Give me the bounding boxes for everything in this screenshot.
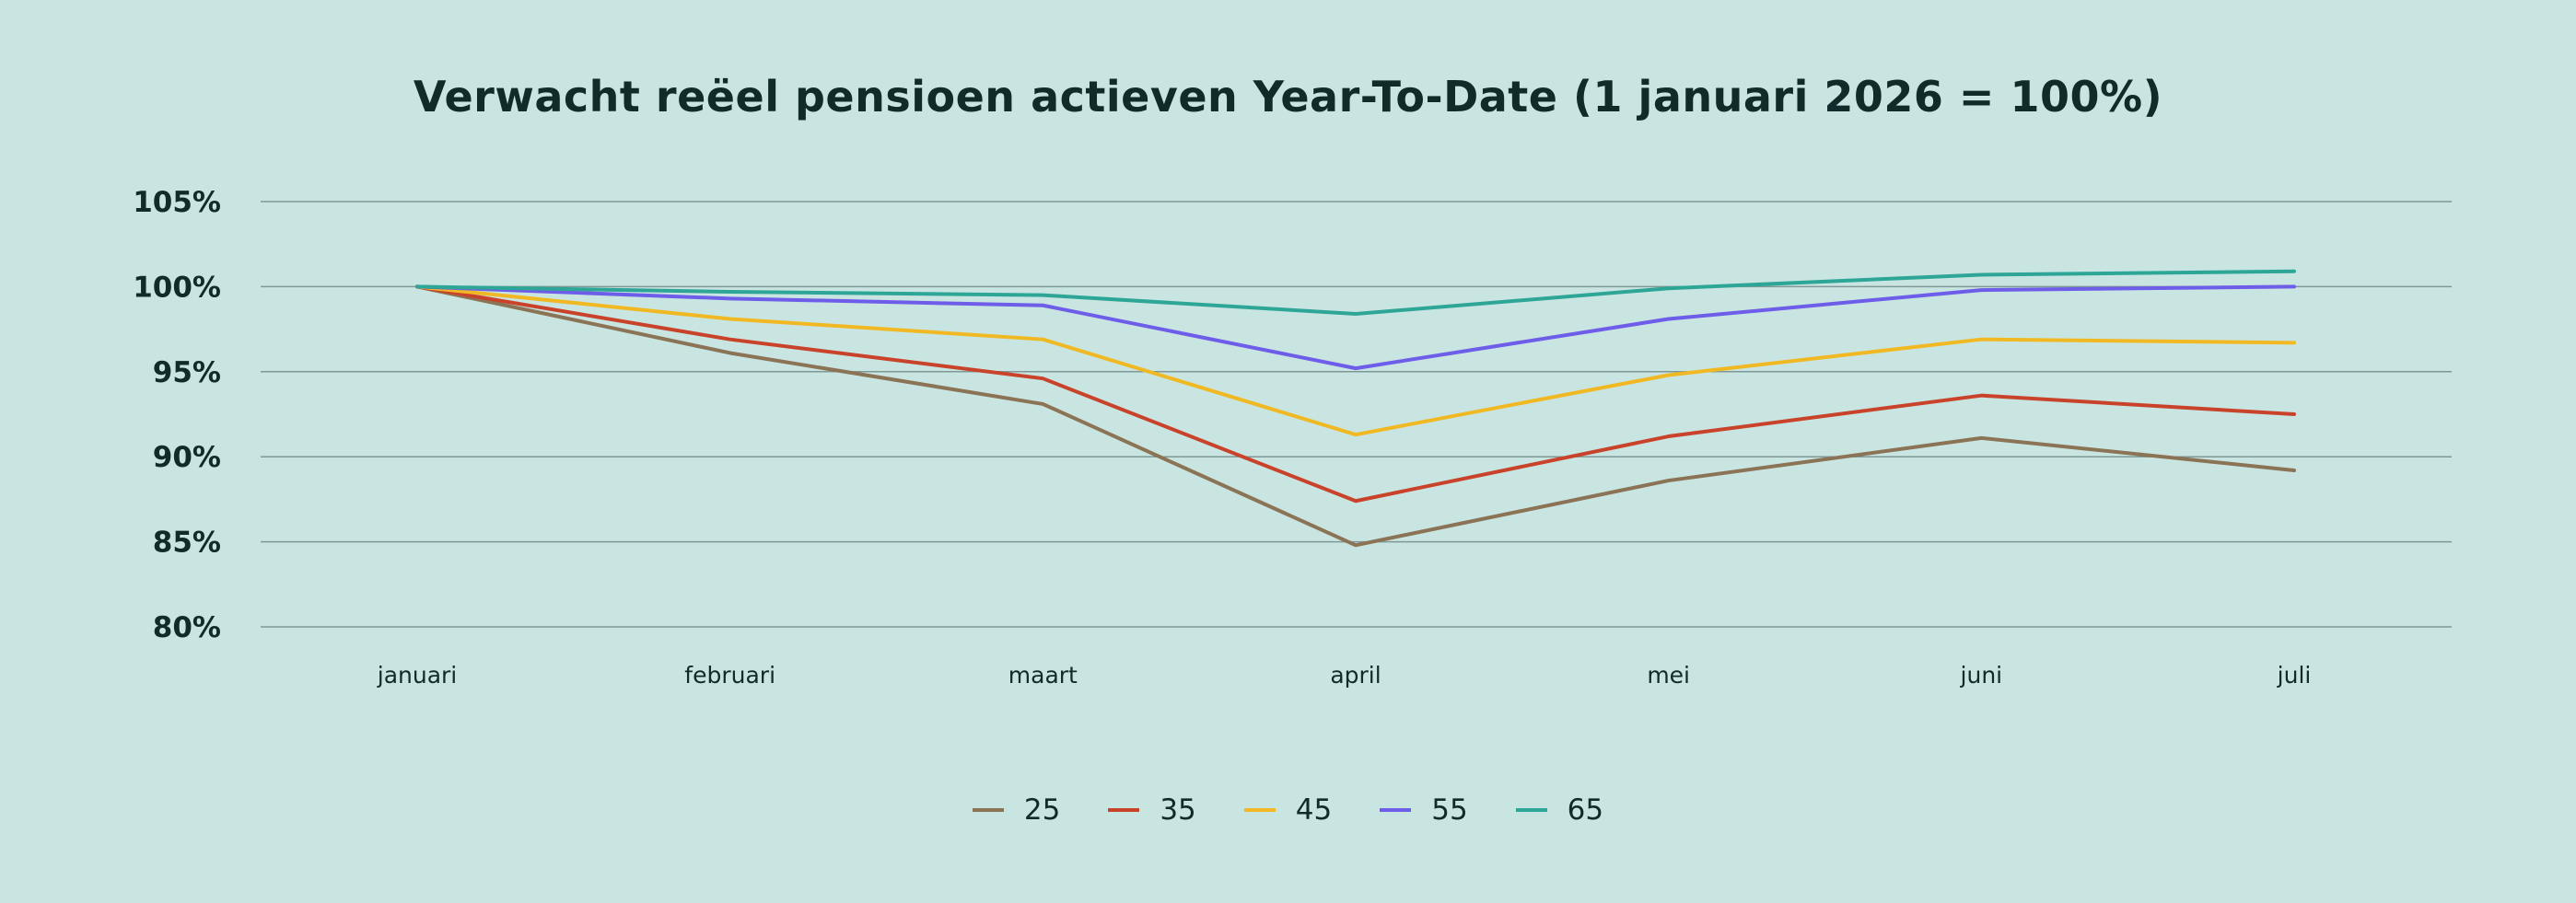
x-tick-label: maart <box>1008 662 1078 689</box>
y-tick-label: 105% <box>133 186 221 219</box>
legend: 25 35 45 55 65 <box>0 793 2576 827</box>
chart-title: Verwacht reëel pensioen actieven Year-To… <box>413 72 2163 122</box>
legend-label: 35 <box>1160 793 1196 827</box>
legend-item-55: 55 <box>1380 793 1468 827</box>
legend-label: 25 <box>1023 793 1061 827</box>
legend-label: 45 <box>1295 793 1333 827</box>
y-axis-ticks: 105% 100% 95% 90% 85% 80% <box>133 186 221 644</box>
legend-item-65: 65 <box>1515 793 1604 827</box>
x-tick-label: februari <box>684 662 775 689</box>
y-tick-label: 85% <box>153 527 221 560</box>
legend-label: 65 <box>1567 793 1604 827</box>
x-axis-ticks: januari februari maart april mei juni juli <box>377 662 2312 689</box>
legend-swatch <box>972 808 1004 812</box>
x-tick-label: juni <box>1960 662 2003 689</box>
legend-swatch <box>1380 808 1412 812</box>
series-line-55 <box>415 284 2296 371</box>
x-tick-label: april <box>1330 662 1381 689</box>
legend-label: 55 <box>1431 793 1468 827</box>
x-tick-label: januari <box>377 662 458 689</box>
gridlines <box>261 201 2452 628</box>
legend-swatch <box>1108 808 1140 812</box>
legend-item-25: 25 <box>972 793 1061 827</box>
legend-item-35: 35 <box>1108 793 1196 827</box>
series-line-45 <box>415 284 2296 437</box>
legend-item-45: 45 <box>1243 793 1333 827</box>
y-tick-label: 100% <box>133 271 221 304</box>
series-line-25 <box>415 284 2296 548</box>
y-tick-label: 80% <box>153 611 221 644</box>
series-line-65 <box>415 269 2296 316</box>
legend-swatch <box>1243 808 1276 812</box>
x-tick-label: mei <box>1647 662 1690 689</box>
series-line-35 <box>415 284 2296 504</box>
legend-swatch <box>1515 808 1547 812</box>
x-tick-label: juli <box>2277 662 2312 689</box>
y-tick-label: 95% <box>153 356 221 389</box>
series-lines <box>415 269 2296 548</box>
y-tick-label: 90% <box>153 441 221 474</box>
